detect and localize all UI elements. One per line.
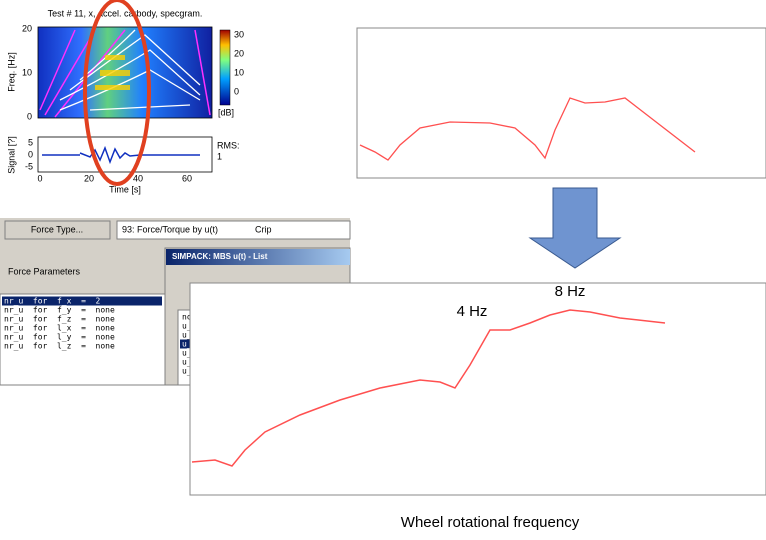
extra: Crip — [255, 224, 272, 234]
x-tick: 60 — [182, 173, 192, 183]
sig-tick: -5 — [25, 161, 33, 171]
slide: Test # 11, x, accel. carbody, specgram. … — [0, 0, 766, 540]
y-tick: 20 — [22, 23, 32, 33]
colorbar — [220, 30, 230, 105]
dialog-title: SIMPACK: MBS u(t) - List — [172, 252, 268, 261]
x-tick: 40 — [133, 173, 143, 183]
top-chart-frame — [357, 28, 766, 178]
spec-title: Test # 11, x, accel. carbody, specgram. — [48, 8, 203, 18]
annotation-8hz: 8 Hz — [555, 283, 586, 300]
force-name: 93: Force/Torque by u(t) — [122, 224, 218, 234]
y-tick: 10 — [22, 67, 32, 77]
sig-tick: 0 — [28, 149, 33, 159]
cb-tick: 0 — [234, 86, 239, 96]
x-tick: 20 — [84, 173, 94, 183]
signal-label: Signal [?] — [6, 136, 16, 174]
cb-unit: [dB] — [218, 107, 234, 117]
x-tick: 0 — [37, 173, 42, 183]
rms-value: 1 — [217, 151, 222, 161]
cb-tick: 30 — [234, 29, 244, 39]
cb-tick: 10 — [234, 67, 244, 77]
list-item[interactable]: nr_u for l_z = none — [4, 342, 115, 351]
sig-tick: 5 — [28, 137, 33, 147]
list-item[interactable]: nr_u for f_z = none — [4, 315, 115, 324]
y-tick: 0 — [27, 111, 32, 121]
annotation-4hz: 4 Hz — [457, 303, 488, 320]
list-item[interactable]: nr_u for f_x = 2 — [4, 297, 101, 306]
list-item[interactable]: nr_u for l_x = none — [4, 324, 115, 333]
rms-label: RMS: — [217, 140, 240, 150]
caption: Wheel rotational frequency — [401, 514, 580, 531]
section-label: Force Parameters — [8, 266, 81, 276]
list-item[interactable]: nr_u for f_y = none — [4, 306, 115, 315]
button-label: Force Type... — [31, 224, 83, 234]
list-item[interactable]: nr_u for l_y = none — [4, 333, 115, 342]
y-label: Freq. [Hz] — [6, 52, 16, 92]
x-label: Time [s] — [109, 184, 141, 194]
down-arrow — [530, 188, 620, 268]
cb-tick: 20 — [234, 48, 244, 58]
